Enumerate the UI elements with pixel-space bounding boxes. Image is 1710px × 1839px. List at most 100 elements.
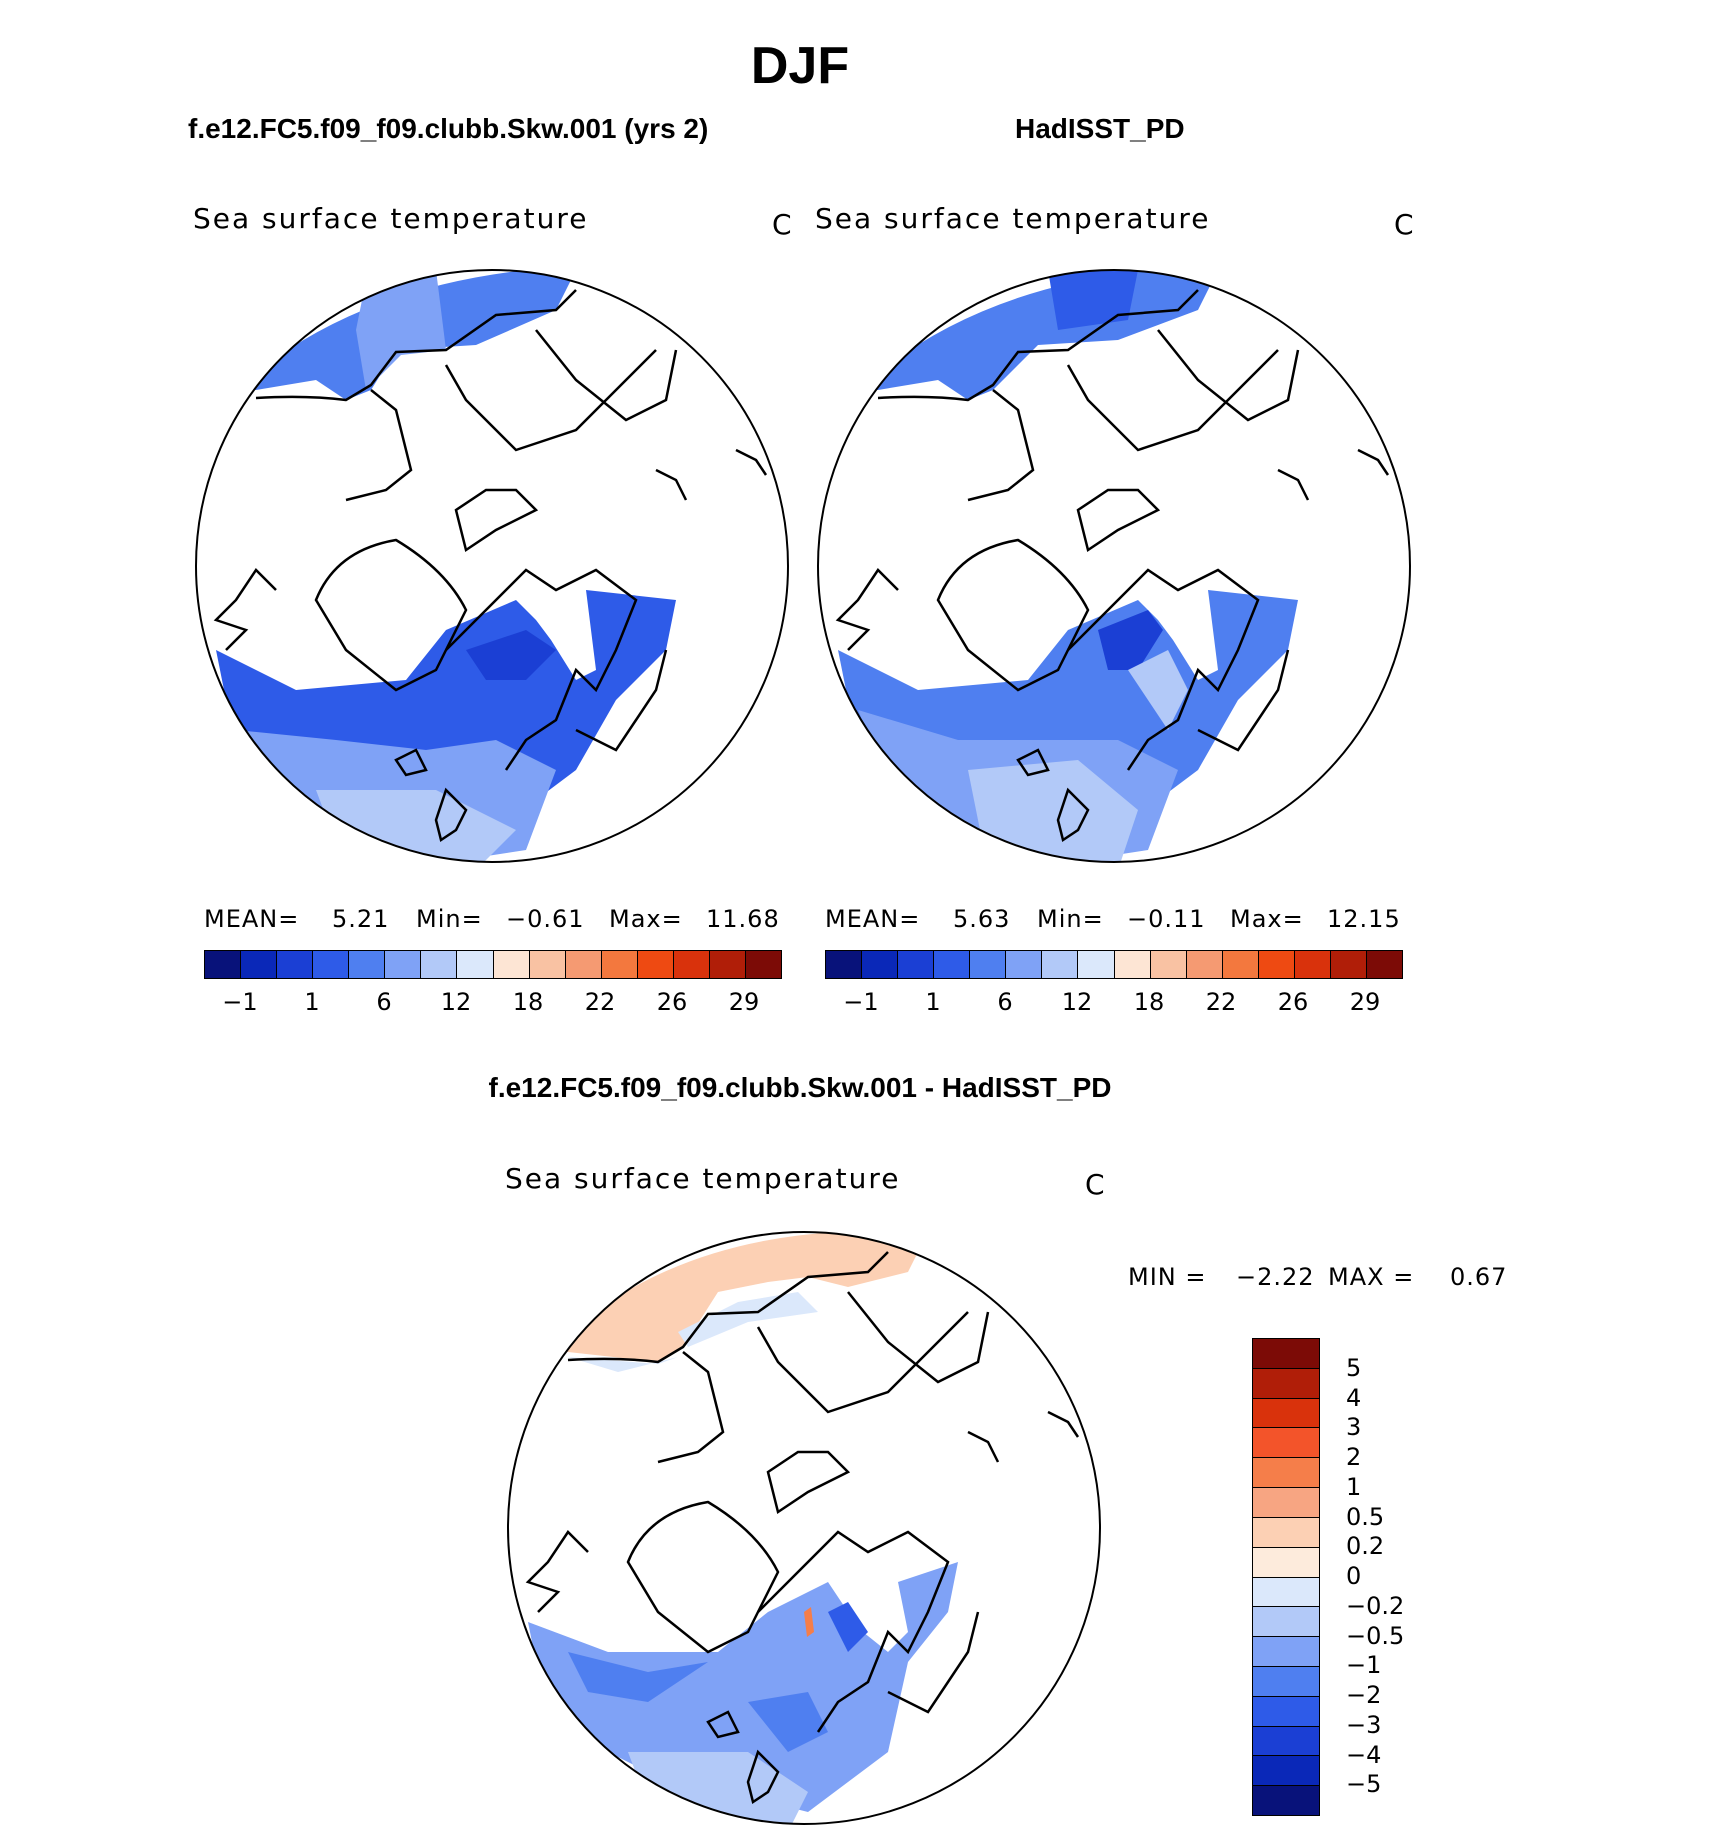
colorbar-segment	[1253, 1488, 1319, 1518]
panel-2-min-value: −0.11	[1127, 905, 1206, 933]
difference-field-label: Sea surface temperature	[505, 1162, 901, 1195]
colorbar-tick-label: 3	[1346, 1413, 1362, 1442]
panel-2-map	[817, 269, 1411, 863]
panel-1-unit: C	[772, 208, 792, 241]
colorbar-segment	[1253, 1428, 1319, 1459]
colorbar-segment	[1253, 1786, 1319, 1815]
colorbar-tick-label: 18	[1133, 988, 1165, 1016]
colorbar-segment	[601, 951, 638, 978]
colorbar-tick-label: 6	[376, 988, 392, 1016]
colorbar-segment	[1294, 951, 1331, 978]
panel-2-field-label: Sea surface temperature	[815, 202, 1211, 235]
colorbar-segment	[277, 951, 314, 978]
panel-2-min-label: Min=	[1037, 905, 1104, 933]
colorbar-segment	[205, 951, 242, 978]
colorbar-segment	[493, 951, 530, 978]
colorbar-tick-label: 1	[304, 988, 320, 1016]
colorbar-tick-label: 4	[1346, 1383, 1362, 1412]
colorbar-tick-label: −1	[843, 988, 879, 1016]
colorbar-segment	[862, 951, 899, 978]
panel-1-title: f.e12.FC5.f09_f09.clubb.Skw.001 (yrs 2)	[188, 113, 709, 144]
colorbar-segment	[1253, 1368, 1319, 1399]
difference-colorbar	[1252, 1338, 1320, 1816]
panel-2-title: HadISST_PD	[1015, 113, 1185, 144]
colorbar-tick-label: −2	[1346, 1681, 1382, 1709]
colorbar-segment	[313, 951, 350, 978]
difference-max-label: MAX =	[1328, 1263, 1415, 1291]
difference-min-label: MIN =	[1128, 1263, 1207, 1291]
panel-2-max-value: 12.15	[1327, 905, 1401, 933]
colorbar-segment	[745, 951, 781, 978]
colorbar-segment	[970, 951, 1007, 978]
colorbar-tick-label: 5	[1346, 1353, 1362, 1382]
colorbar-segment	[673, 951, 710, 978]
panel-2-mean-label: MEAN=	[825, 905, 921, 933]
colorbar-tick-label: −4	[1346, 1740, 1382, 1769]
colorbar-segment	[421, 951, 458, 978]
colorbar-segment	[457, 951, 494, 978]
panel-2-max-label: Max=	[1230, 905, 1304, 933]
colorbar-tick-label: 18	[512, 988, 544, 1016]
colorbar-segment	[1253, 1696, 1319, 1727]
colorbar-segment	[565, 951, 602, 978]
colorbar-segment	[1330, 951, 1367, 978]
panel-1-max-value: 11.68	[706, 905, 780, 933]
panel-1-min-value: −0.61	[506, 905, 585, 933]
panel-1-colorbar	[204, 950, 782, 979]
colorbar-segment	[1150, 951, 1187, 978]
colorbar-segment	[826, 951, 863, 978]
colorbar-segment	[241, 951, 278, 978]
colorbar-tick-label: −0.2	[1346, 1591, 1405, 1620]
colorbar-segment	[1253, 1458, 1319, 1489]
difference-title: f.e12.FC5.f09_f09.clubb.Skw.001 - HadISS…	[488, 1072, 1112, 1103]
colorbar-tick-label: 1	[1346, 1472, 1362, 1501]
colorbar-segment	[385, 951, 422, 978]
colorbar-tick-label: 2	[1346, 1443, 1362, 1471]
colorbar-tick-label: 22	[584, 988, 616, 1016]
colorbar-segment	[934, 951, 971, 978]
difference-unit: C	[1085, 1168, 1105, 1201]
colorbar-segment	[709, 951, 746, 978]
colorbar-segment	[1258, 951, 1295, 978]
colorbar-tick-label: 29	[1349, 988, 1381, 1016]
panel-1-mean-label: MEAN=	[204, 905, 300, 933]
page-title: DJF	[750, 37, 850, 95]
colorbar-segment	[1253, 1339, 1319, 1369]
panel-1-max-label: Max=	[609, 905, 683, 933]
colorbar-segment	[349, 951, 386, 978]
colorbar-tick-label: 0	[1346, 1562, 1362, 1590]
colorbar-tick-label: −1	[222, 988, 258, 1016]
colorbar-segment	[1186, 951, 1223, 978]
colorbar-segment	[898, 951, 935, 978]
difference-max-value: 0.67	[1450, 1263, 1508, 1291]
panel-1-map	[195, 269, 789, 863]
colorbar-tick-label: 6	[997, 988, 1013, 1016]
colorbar-segment	[1222, 951, 1259, 978]
colorbar-tick-label: 22	[1205, 988, 1237, 1016]
colorbar-segment	[1253, 1577, 1319, 1608]
colorbar-tick-label: 1	[925, 988, 941, 1016]
difference-min-value: −2.22	[1236, 1263, 1315, 1291]
colorbar-segment	[1006, 951, 1043, 978]
colorbar-segment	[1253, 1398, 1319, 1429]
colorbar-tick-label: 0.5	[1346, 1502, 1385, 1531]
panel-2-mean-value: 5.63	[953, 905, 1011, 933]
panel-1-field-label: Sea surface temperature	[193, 202, 589, 235]
colorbar-segment	[1114, 951, 1151, 978]
colorbar-segment	[1253, 1607, 1319, 1638]
panel-2-unit: C	[1394, 208, 1414, 241]
colorbar-segment	[1253, 1756, 1319, 1787]
panel-1-min-label: Min=	[416, 905, 483, 933]
difference-map	[507, 1231, 1101, 1825]
colorbar-segment	[529, 951, 566, 978]
colorbar-tick-label: −5	[1346, 1770, 1382, 1799]
colorbar-tick-label: −1	[1346, 1651, 1382, 1680]
panel-2-colorbar	[825, 950, 1403, 979]
colorbar-segment	[1253, 1666, 1319, 1697]
colorbar-segment	[1042, 951, 1079, 978]
colorbar-tick-label: 12	[440, 988, 472, 1016]
colorbar-tick-label: 26	[1277, 988, 1309, 1016]
colorbar-tick-label: 29	[728, 988, 760, 1016]
colorbar-segment	[1078, 951, 1115, 978]
colorbar-segment	[1253, 1517, 1319, 1548]
